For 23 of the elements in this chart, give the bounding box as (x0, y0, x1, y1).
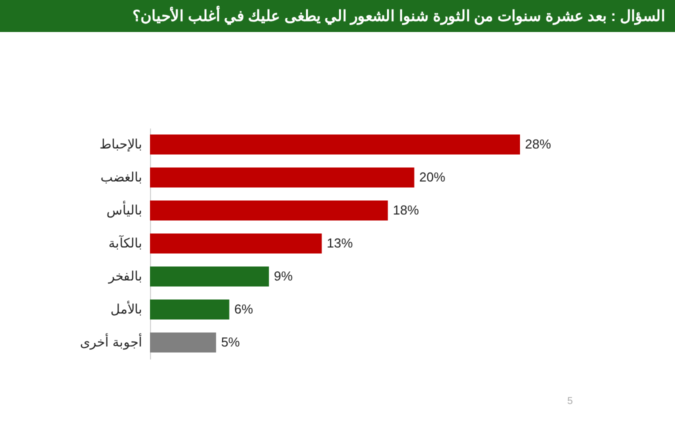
bar (150, 332, 216, 352)
text: 5 (567, 396, 574, 407)
y-tick-label: باليأس (106, 200, 142, 218)
y-tick-label: بالأمل (110, 300, 142, 316)
bar (150, 234, 322, 254)
data-label: 6% (234, 302, 254, 316)
data-label: 9% (274, 268, 294, 284)
y-tick-label: بالكآبة (108, 234, 142, 250)
bar (150, 300, 230, 320)
bar (150, 200, 388, 220)
chart-title: السؤال : بعد عشرة سنوات من الثورة شنوا الشعور الي يطغى عليك في أغلب الأحيان؟ (132, 5, 665, 26)
y-tick-label: أجوبة أخرى (80, 334, 142, 350)
data-label: 5% (221, 334, 240, 350)
y-tick-label: بالإحباط (100, 136, 142, 152)
y-tick-label: بالغضب (100, 170, 142, 184)
bar (150, 168, 414, 188)
data-label: 28% (525, 136, 552, 152)
data-label: 18% (392, 202, 420, 218)
data-label: 13% (326, 236, 354, 250)
bar (150, 266, 269, 286)
y-tick-label: بالفخر (108, 268, 142, 284)
bar (150, 134, 520, 154)
data-label: 20% (419, 170, 446, 184)
